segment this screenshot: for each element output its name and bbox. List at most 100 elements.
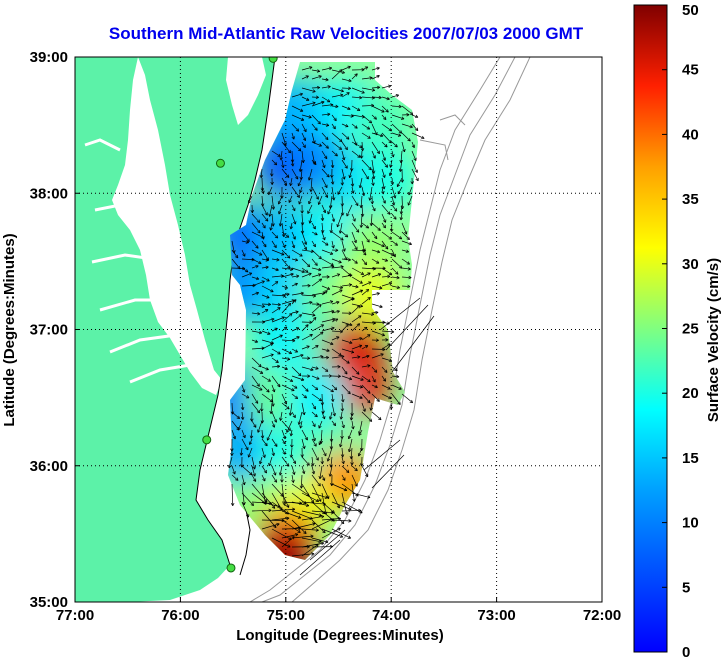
velocity-vector-head	[268, 213, 272, 217]
velocity-vector-head	[294, 533, 299, 537]
velocity-vector-head	[381, 333, 385, 337]
velocity-vector	[341, 123, 349, 128]
velocity-vector	[301, 213, 304, 226]
velocity-vector-head	[347, 65, 351, 70]
velocity-vector	[341, 258, 351, 261]
velocity-vector	[301, 465, 305, 474]
velocity-vector-head	[333, 386, 338, 391]
x-tick-label: 77:00	[56, 607, 94, 624]
velocity-vector	[311, 240, 316, 248]
velocity-vector	[358, 420, 363, 435]
velocity-vector	[371, 105, 385, 113]
velocity-vector-head	[354, 467, 358, 472]
velocity-vector	[301, 75, 309, 80]
velocity-vector	[291, 159, 294, 167]
velocity-vector	[371, 132, 384, 137]
velocity-vector-head	[318, 425, 322, 429]
velocity-vector-head	[410, 181, 414, 185]
velocity-vector	[311, 231, 318, 236]
velocity-vector	[331, 384, 338, 391]
colorbar-tick-label: 45	[682, 62, 699, 79]
velocity-vector-head	[381, 243, 385, 248]
velocity-vector	[248, 447, 253, 458]
radar-station-marker	[215, 158, 225, 168]
velocity-vector	[321, 150, 328, 159]
velocity-vector-head	[376, 249, 381, 254]
velocity-vector	[301, 294, 316, 297]
velocity-vector-head	[259, 174, 264, 178]
velocity-vector-head	[384, 258, 388, 262]
velocity-vector	[301, 222, 303, 234]
velocity-vector	[301, 96, 310, 101]
velocity-vector-head	[347, 448, 352, 453]
velocity-vector-head	[277, 307, 281, 311]
velocity-vector-head	[376, 150, 380, 155]
velocity-vector	[281, 429, 286, 440]
velocity-vector	[261, 231, 265, 240]
velocity-vector-head	[294, 395, 299, 399]
velocity-vector	[351, 249, 366, 252]
velocity-vector-head	[383, 219, 387, 223]
velocity-vector	[271, 307, 281, 314]
velocity-vector	[411, 132, 425, 139]
velocity-vector	[339, 438, 343, 448]
velocity-vector	[381, 85, 392, 89]
velocity-vector-head	[260, 435, 265, 439]
velocity-vector-head	[277, 351, 281, 355]
velocity-vector-head	[265, 258, 269, 262]
velocity-vector	[361, 186, 365, 196]
velocity-vector	[311, 519, 326, 534]
velocity-vector-head	[359, 447, 364, 451]
velocity-vector-head	[344, 234, 349, 238]
velocity-vector-head	[313, 161, 317, 166]
velocity-vector	[301, 515, 324, 521]
velocity-vector	[261, 429, 264, 439]
velocity-vector	[291, 456, 296, 464]
velocity-vector-head	[398, 386, 402, 390]
velocity-vector	[341, 339, 353, 344]
velocity-vector-head	[281, 518, 285, 523]
velocity-vector-head	[274, 281, 279, 285]
velocity-vector	[290, 447, 293, 458]
velocity-vector	[341, 114, 354, 117]
velocity-vector-head	[275, 267, 279, 272]
velocity-vector	[251, 347, 265, 350]
velocity-vector	[321, 141, 329, 149]
velocity-vector	[311, 75, 322, 80]
velocity-vector-head	[297, 182, 301, 187]
velocity-vector	[271, 465, 276, 476]
velocity-patch	[228, 367, 264, 428]
velocity-vector-head	[355, 202, 359, 206]
velocity-vector	[401, 222, 407, 235]
velocity-vector	[371, 159, 375, 174]
velocity-vector-head	[405, 249, 410, 253]
velocity-vector-head	[388, 282, 393, 286]
velocity-vector-head	[312, 226, 316, 230]
velocity-vector-head	[301, 470, 306, 475]
velocity-vector	[291, 465, 295, 475]
velocity-vector-head	[281, 164, 285, 168]
velocity-vector-head	[382, 186, 386, 190]
velocity-vector-head	[287, 149, 291, 154]
velocity-patch	[350, 95, 411, 156]
velocity-vector	[271, 159, 278, 166]
velocity-vector-head	[278, 211, 282, 215]
velocity-vector-head	[414, 169, 418, 173]
velocity-vector	[291, 393, 298, 399]
velocity-vector	[391, 240, 398, 246]
velocity-vector	[300, 474, 303, 489]
velocity-vector-head	[413, 157, 417, 161]
velocity-vector-head	[356, 323, 361, 327]
velocity-vector	[257, 420, 263, 433]
velocity-vector	[281, 132, 287, 146]
velocity-vector	[301, 240, 307, 250]
velocity-vector-head	[372, 155, 376, 159]
velocity-vector	[391, 150, 394, 158]
velocity-vector	[261, 303, 271, 305]
velocity-vector-head	[359, 336, 363, 341]
velocity-vector	[291, 240, 295, 249]
velocity-vector	[351, 132, 357, 146]
velocity-vector	[381, 168, 386, 178]
velocity-vector	[331, 348, 342, 356]
velocity-vector	[351, 285, 359, 288]
